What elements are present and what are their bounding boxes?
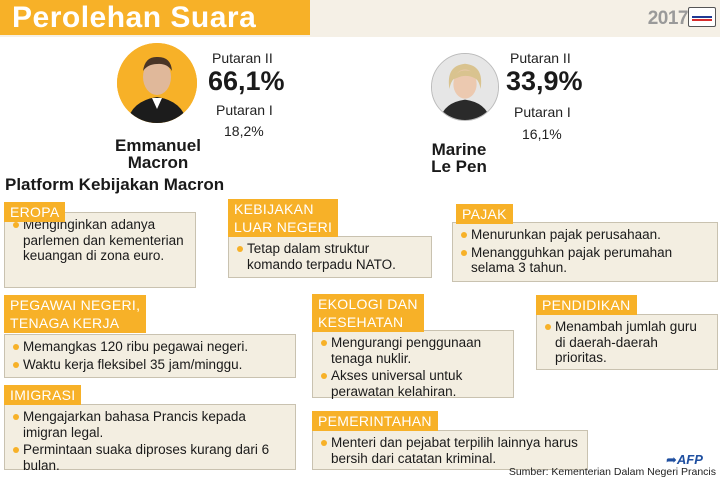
lepen-last-name: Le Pen bbox=[431, 157, 487, 176]
tag-imigrasi: IMIGRASI bbox=[4, 385, 82, 405]
item-text: Menurunkan pajak perusahaan. bbox=[471, 227, 661, 242]
list-item: Waktu kerja fleksibel 35 jam/minggu. bbox=[13, 357, 289, 373]
platform-section-title: Platform Kebijakan Macron bbox=[5, 175, 225, 194]
item-text: Tetap dalam struktur komando terpadu NAT… bbox=[247, 241, 396, 272]
policy-card-pajak: Menurunkan pajak perusahaan. Menangguhka… bbox=[452, 222, 718, 282]
list-item: Menteri dan pejabat terpilih lainnya har… bbox=[321, 435, 581, 466]
tag-pajak: PAJAK bbox=[456, 204, 513, 224]
lepen-round1-label: Putaran I bbox=[514, 104, 571, 120]
tag-line: TENAGA KERJA bbox=[10, 315, 120, 331]
tag-line: PEGAWAI NEGERI, bbox=[10, 297, 141, 313]
item-text: Permintaan suaka diproses kurang dari 6 … bbox=[23, 442, 270, 473]
list-item: Mengurangi penggunaan tenaga nuklir. bbox=[321, 335, 507, 366]
title-bar bbox=[0, 0, 310, 35]
tag-pendidikan: PENDIDIKAN bbox=[536, 295, 637, 315]
list-item: Permintaan suaka diproses kurang dari 6 … bbox=[13, 442, 289, 473]
item-text: Menteri dan pejabat terpilih lainnya har… bbox=[331, 435, 578, 466]
item-text: Mengajarkan bahasa Prancis kepada imigra… bbox=[23, 409, 246, 440]
list-item: Menginginkan adanya parlemen dan kemente… bbox=[13, 217, 189, 264]
avatar-lepen bbox=[431, 53, 499, 121]
item-text: Memangkas 120 ribu pegawai negeri. bbox=[23, 339, 249, 354]
macron-round2-label: Putaran II bbox=[212, 50, 273, 66]
macron-round2-pct: 66,1% bbox=[208, 66, 285, 96]
item-text: Mengurangi penggunaan tenaga nuklir. bbox=[331, 335, 482, 366]
portrait-lepen-icon bbox=[432, 54, 498, 120]
lepen-round2-label: Putaran II bbox=[510, 50, 571, 66]
tag-line: KEBIJAKAN bbox=[234, 201, 314, 217]
macron-last-name: Macron bbox=[127, 153, 189, 172]
item-text: Waktu kerja fleksibel 35 jam/minggu. bbox=[23, 356, 243, 372]
policy-card-pendidikan: Menambah jumlah guru di daerah-daerah pr… bbox=[536, 314, 718, 370]
header-band: Perolehan Suara 2017 bbox=[0, 0, 720, 37]
item-text: Menambah jumlah guru di daerah-daerah pr… bbox=[555, 319, 697, 365]
list-item: Memangkas 120 ribu pegawai negeri. bbox=[13, 339, 289, 355]
list-item: Menangguhkan pajak perumahan selama 3 ta… bbox=[461, 245, 711, 276]
list-item: Akses universal untuk perawatan kelahira… bbox=[321, 368, 507, 399]
tag-pemerintahan: PEMERINTAHAN bbox=[312, 411, 438, 431]
tag-eropa: EROPA bbox=[4, 202, 66, 222]
policy-card-eropa: Menginginkan adanya parlemen dan kemente… bbox=[4, 212, 196, 288]
tag-pegawai: PEGAWAI NEGERI, TENAGA KERJA bbox=[4, 295, 147, 333]
list-item: Tetap dalam struktur komando terpadu NAT… bbox=[237, 241, 425, 272]
item-text: Menginginkan adanya parlemen dan kemente… bbox=[23, 217, 184, 263]
election-year-label: 2017 bbox=[647, 8, 689, 29]
tag-ekologi: EKOLOGI DAN KESEHATAN bbox=[312, 294, 424, 332]
candidate-name-macron: Emmanuel Macron bbox=[110, 137, 206, 171]
item-text: Menangguhkan pajak perumahan selama 3 ta… bbox=[471, 244, 673, 276]
source-note: Sumber: Kementerian Dalam Negeri Prancis bbox=[508, 466, 716, 478]
policy-card-pegawai: Memangkas 120 ribu pegawai negeri. Waktu… bbox=[4, 334, 296, 378]
portrait-macron-icon bbox=[117, 43, 197, 123]
tag-line: LUAR NEGERI bbox=[234, 219, 333, 235]
macron-first-name: Emmanuel bbox=[115, 136, 201, 155]
policy-card-ekologi: Mengurangi penggunaan tenaga nuklir. Aks… bbox=[312, 330, 514, 399]
lepen-round1-pct: 16,1% bbox=[522, 126, 562, 142]
tag-line: KESEHATAN bbox=[318, 314, 404, 330]
avatar-macron bbox=[117, 43, 197, 123]
page-title: Perolehan Suara bbox=[12, 1, 257, 34]
list-item: Menurunkan pajak perusahaan. bbox=[461, 227, 711, 243]
tag-luar-negeri: KEBIJAKAN LUAR NEGERI bbox=[228, 199, 339, 237]
policy-card-luar-negeri: Tetap dalam struktur komando terpadu NAT… bbox=[228, 236, 432, 278]
list-item: Mengajarkan bahasa Prancis kepada imigra… bbox=[13, 409, 289, 440]
lepen-first-name: Marine bbox=[431, 140, 487, 159]
item-text: Akses universal untuk perawatan kelahira… bbox=[331, 368, 463, 399]
afp-logo: ➦AFP bbox=[666, 452, 703, 468]
macron-round1-pct: 18,2% bbox=[224, 123, 264, 139]
ballot-box-icon bbox=[688, 7, 716, 27]
lepen-round2-pct: 33,9% bbox=[506, 66, 583, 96]
tag-line: EKOLOGI DAN bbox=[318, 296, 418, 312]
policy-card-pemerintahan: Menteri dan pejabat terpilih lainnya har… bbox=[312, 430, 588, 470]
candidate-name-lepen: Marine Le Pen bbox=[414, 141, 504, 175]
afp-arrow-icon: ➦ bbox=[666, 452, 677, 467]
macron-round1-label: Putaran I bbox=[216, 102, 273, 118]
afp-logo-text: AFP bbox=[676, 452, 703, 467]
policy-card-imigrasi: Mengajarkan bahasa Prancis kepada imigra… bbox=[4, 404, 296, 473]
list-item: Menambah jumlah guru di daerah-daerah pr… bbox=[545, 319, 711, 366]
